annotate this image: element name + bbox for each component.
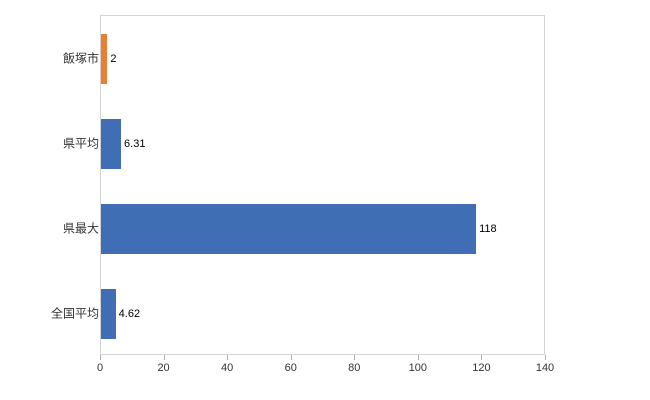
bar-全国平均 [101,288,116,339]
x-tick-label: 140 [535,362,555,374]
bar-row: 2 [101,16,544,101]
bar-row: 4.62 [101,271,544,356]
bar-飯塚市 [101,33,108,84]
x-tick-mark [481,355,483,360]
bar-県平均 [101,118,122,169]
value-label: 2 [110,52,117,65]
x-tick-label: 20 [157,362,170,374]
category-label: 県最大 [62,221,99,235]
x-tick-label: 40 [221,362,234,374]
x-tick-mark [100,355,101,360]
x-tick-mark [354,355,356,360]
x-tick-mark [227,355,229,360]
x-tick-label: 60 [284,362,297,374]
x-tick-label: 0 [96,362,104,374]
category-label: 飯塚市 [62,51,99,65]
x-tick-label: 100 [408,362,428,374]
bar-row: 118 [101,186,544,271]
plot-area: 2 6.31 118 4.62 [100,15,545,355]
category-label: 県平均 [62,136,99,150]
x-tick-label: 120 [472,362,491,374]
bar-row: 6.31 [101,101,544,186]
x-tick-mark [417,355,419,360]
x-tick-label: 80 [348,362,361,374]
x-tick-mark [163,355,165,360]
value-label: 6.31 [124,137,146,150]
category-label: 全国平均 [50,306,99,320]
x-tick-mark [545,355,546,360]
value-label: 118 [479,222,497,235]
x-tick-mark [290,355,292,360]
bar-県最大 [101,203,477,254]
value-label: 4.62 [118,307,141,320]
